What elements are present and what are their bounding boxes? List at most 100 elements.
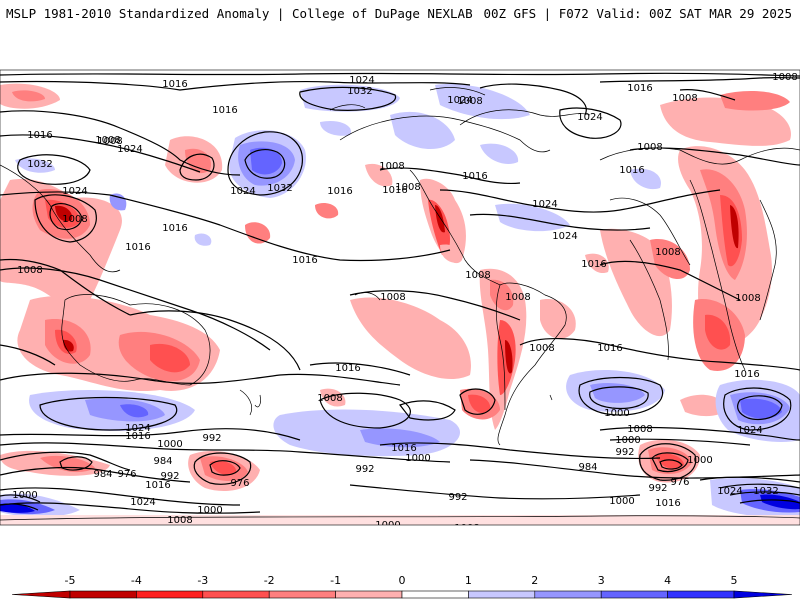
isobar-label: 1024: [577, 112, 602, 123]
isobar-label: 1024: [737, 425, 762, 436]
isobar-label: 1024: [552, 231, 577, 242]
colorbar-segment: [136, 590, 204, 599]
isobar-label: 1000: [604, 408, 629, 419]
isobar-label: 1008: [672, 93, 697, 104]
isobar-label: 976: [117, 469, 136, 480]
colorbar-segments: [11, 590, 793, 599]
colorbar-tick-label: 3: [598, 574, 605, 587]
isobar-label: 1016: [581, 259, 606, 270]
colorbar-tick-label: 0: [399, 574, 406, 587]
isobar-label: 984: [93, 469, 112, 480]
isobar-label: 1016: [125, 431, 150, 442]
isobar-label: 1008: [627, 424, 652, 435]
isobar-labels: 1024 1032 1016 1008 1016 1016 1008 1024 …: [12, 72, 797, 534]
isobar-label: 1016: [162, 223, 187, 234]
isobar-label: 1008: [17, 265, 42, 276]
isobar-label: 1016: [145, 480, 170, 491]
isobar-label: 1016: [382, 185, 407, 196]
isobar-label: 1016: [462, 171, 487, 182]
colorbar-tick-label: 2: [531, 574, 538, 587]
isobar-label: 1032: [347, 86, 372, 97]
isobar-label: 1016: [292, 255, 317, 266]
isobar-label: 992: [160, 471, 179, 482]
isobar-label: 1008: [167, 515, 192, 526]
isobar-label: 976: [670, 477, 689, 488]
colorbar-segment: [667, 590, 735, 599]
isobars: [0, 72, 800, 514]
isobar-label: 992: [615, 447, 634, 458]
anomaly-colorbar: -5 -4 -3 -2 -1 0 1 2 3 4 5: [11, 574, 793, 599]
isobar-label: 1008: [379, 161, 404, 172]
isobar-label: 1016: [627, 83, 652, 94]
isobar-label: 1008: [95, 135, 120, 146]
isobar-label: 1016: [335, 363, 360, 374]
isobar-label: 1016: [327, 186, 352, 197]
colorbar-tick-label: -1: [330, 574, 341, 587]
colorbar-segment: [401, 590, 469, 599]
isobar-label: 1024: [532, 199, 557, 210]
colorbar-tick-label: -2: [264, 574, 275, 587]
isobar-label: 1000: [12, 490, 37, 501]
isobar-label: 1000: [197, 505, 222, 516]
isobar-label: 1000: [609, 496, 634, 507]
isobar-label: 1008: [395, 182, 420, 193]
isobar-label: 1008: [637, 142, 662, 153]
isobar-label: 1016: [655, 498, 680, 509]
isobar-label: 1000: [375, 520, 400, 531]
isobar-label: 1016: [597, 343, 622, 354]
isobar-label: 1016: [391, 443, 416, 454]
isobar-label: 1016: [27, 130, 52, 141]
isobar-label: 1024: [125, 423, 150, 434]
isobar-label: 1016: [125, 242, 150, 253]
isobar-label: 1024: [62, 186, 87, 197]
isobar-label: 992: [355, 464, 374, 475]
colorbar-tick-label: -5: [65, 574, 76, 587]
colorbar-tick-label: 4: [664, 574, 671, 587]
mslp-anomaly-map: 1024 1032 1016 1008 1016 1016 1008 1024 …: [0, 69, 800, 534]
isobar-label: 1024: [230, 186, 255, 197]
map-frame: [0, 69, 800, 526]
colorbar-segment: [534, 590, 602, 599]
isobar-label: 976: [230, 478, 249, 489]
isobar-label: 1032: [27, 159, 52, 170]
run-valid-time: 00Z GFS | F072 Valid: 00Z SAT MAR 29 202…: [483, 6, 792, 21]
isobar-label: 1016: [734, 369, 759, 380]
isobar-label: 984: [153, 456, 172, 467]
isobar-label: 1008: [655, 247, 680, 258]
colorbar-tick-label: -3: [197, 574, 208, 587]
isobar-label: 1008: [317, 393, 342, 404]
isobar-label: 1032: [267, 183, 292, 194]
colorbar-arrow-min: [11, 590, 71, 599]
isobar-label: 1008: [505, 292, 530, 303]
isobar-label: 1024: [130, 497, 155, 508]
isobar-label: 1024: [447, 95, 472, 106]
isobar-label: 1008: [62, 214, 87, 225]
isobar-label: 984: [578, 462, 597, 473]
colorbar-tick-label: 5: [731, 574, 738, 587]
isobar-label: 1008: [529, 343, 554, 354]
isobar-label: 992: [448, 492, 467, 503]
isobar-label: 1008: [454, 523, 479, 534]
isobar-label: 992: [202, 433, 221, 444]
isobar-label: 1024: [717, 486, 742, 497]
isobar-label: 1008: [772, 72, 797, 83]
isobar-label: 1016: [619, 165, 644, 176]
colorbar-tick-label: 1: [465, 574, 472, 587]
isobar-label: 1008: [735, 293, 760, 304]
isobar-label: 1008: [465, 270, 490, 281]
isobar-label: 1032: [753, 486, 778, 497]
colorbar-segment: [600, 590, 668, 599]
colorbar-segment: [335, 590, 403, 599]
colorbar-ticks: -5 -4 -3 -2 -1 0 1 2 3 4 5: [65, 574, 738, 587]
isobar-label: 1016: [162, 79, 187, 90]
isobar-label: 992: [648, 483, 667, 494]
colorbar-segment: [468, 590, 536, 599]
colorbar-tick-label: -4: [131, 574, 142, 587]
isobar-label: 1008: [457, 96, 482, 107]
colorbar-arrow-max: [733, 590, 793, 599]
colorbar-segment: [69, 590, 137, 599]
isobar-label: 1000: [405, 453, 430, 464]
isobar-label: 1016: [212, 105, 237, 116]
isobar-label: 1008: [380, 292, 405, 303]
isobar-label: 1024: [349, 75, 374, 86]
